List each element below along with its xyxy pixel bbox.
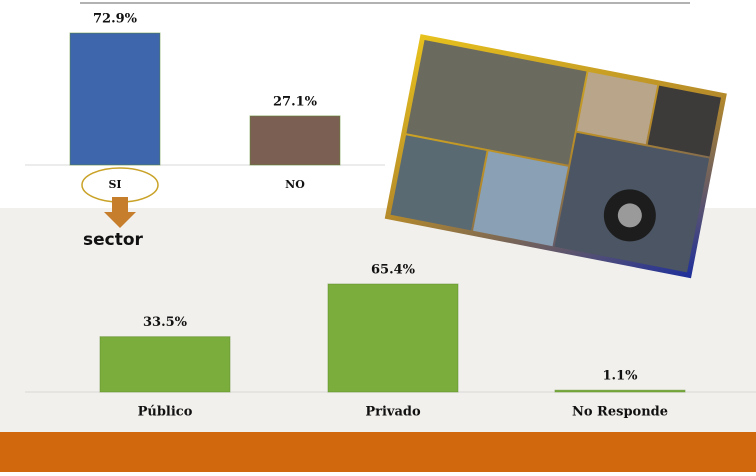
photo [391,135,487,230]
photo [648,86,721,157]
bar [70,33,160,165]
photo [473,151,568,246]
value-label: 33.5% [143,315,188,330]
category-label: Público [138,405,193,420]
category-label: SI [108,178,121,191]
footer-band [0,432,756,472]
category-label: No Responde [572,405,668,420]
category-label: NO [285,178,305,191]
bar [328,284,458,392]
slide: sector 72.9% SI 27.1% NO 33.5% Público 65.4% Pr… [0,0,756,472]
value-label: 72.9% [93,12,138,27]
value-label: 1.1% [603,369,639,384]
annotation: sector [83,230,144,250]
bar [555,390,685,392]
bar [100,337,230,392]
category-label: Privado [365,405,421,420]
value-label: 65.4% [371,263,416,278]
value-label: 27.1% [273,94,318,109]
bar [250,116,340,165]
